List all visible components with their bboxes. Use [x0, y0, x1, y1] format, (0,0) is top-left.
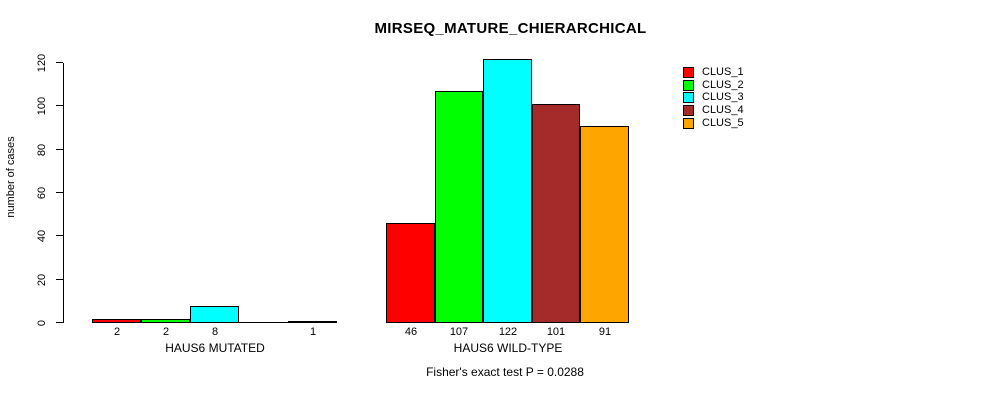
y-axis-tick-label: 0 — [36, 319, 48, 327]
y-axis-tick-label: 100 — [36, 96, 48, 116]
legend-item: CLUS_5 — [683, 117, 744, 129]
y-axis-tick — [56, 322, 63, 323]
legend-swatch-clus_3 — [683, 91, 694, 103]
legend-item: CLUS_1 — [683, 66, 744, 78]
x-axis-group-label: HAUS6 WILD-TYPE — [453, 341, 563, 355]
bar-value-label: 107 — [449, 326, 469, 338]
legend-item: CLUS_2 — [683, 79, 744, 91]
legend-swatch-clus_1 — [683, 66, 694, 78]
bar-clus_5 — [288, 321, 337, 323]
y-axis-tick — [56, 192, 63, 193]
legend-item: CLUS_4 — [683, 104, 744, 116]
bar-value-label: 91 — [598, 326, 612, 338]
y-axis-tick-label: 80 — [36, 143, 48, 157]
y-axis-tick — [56, 279, 63, 280]
legend-label: CLUS_4 — [702, 104, 744, 116]
bar-clus_4 — [239, 322, 288, 323]
y-axis-label: number of cases — [5, 136, 17, 218]
y-axis-tick — [56, 149, 63, 150]
y-axis-line — [63, 63, 64, 323]
y-axis-tick — [56, 235, 63, 236]
annotation-fisher-test: Fisher's exact test P = 0.0288 — [426, 365, 584, 379]
bar-clus_5 — [580, 126, 629, 323]
bar-value-label: 122 — [498, 326, 518, 338]
legend-label: CLUS_2 — [702, 79, 744, 91]
y-axis-tick-label: 120 — [36, 53, 48, 73]
bar-value-label: 1 — [309, 326, 317, 338]
bar-value-label: 2 — [113, 326, 121, 338]
legend-label: CLUS_5 — [702, 117, 744, 129]
bar-value-label: 2 — [162, 326, 170, 338]
y-axis-tick-label: 40 — [36, 229, 48, 243]
legend-swatch-clus_5 — [683, 117, 694, 129]
x-axis-group-label: HAUS6 MUTATED — [165, 341, 265, 355]
y-axis-tick-label: 60 — [36, 186, 48, 200]
chart-title: MIRSEQ_MATURE_CHIERARCHICAL — [374, 20, 647, 37]
y-axis-tick — [56, 62, 63, 63]
bar-value-label: 101 — [546, 326, 566, 338]
legend-label: CLUS_3 — [702, 91, 744, 103]
bar-clus_1 — [386, 223, 435, 323]
legend-swatch-clus_2 — [683, 79, 694, 91]
bar-clus_2 — [141, 319, 190, 323]
bar-clus_3 — [483, 59, 532, 323]
legend-swatch-clus_4 — [683, 104, 694, 116]
bar-clus_3 — [190, 306, 239, 323]
bar-value-label: 8 — [211, 326, 219, 338]
bar-clus_2 — [435, 91, 483, 323]
bar-clus_1 — [92, 319, 141, 323]
y-axis-tick — [56, 105, 63, 106]
legend-item: CLUS_3 — [683, 91, 744, 103]
y-axis-tick-label: 20 — [36, 273, 48, 287]
bar-clus_4 — [532, 104, 580, 323]
bar-value-label: 46 — [404, 326, 418, 338]
legend-label: CLUS_1 — [702, 66, 744, 78]
